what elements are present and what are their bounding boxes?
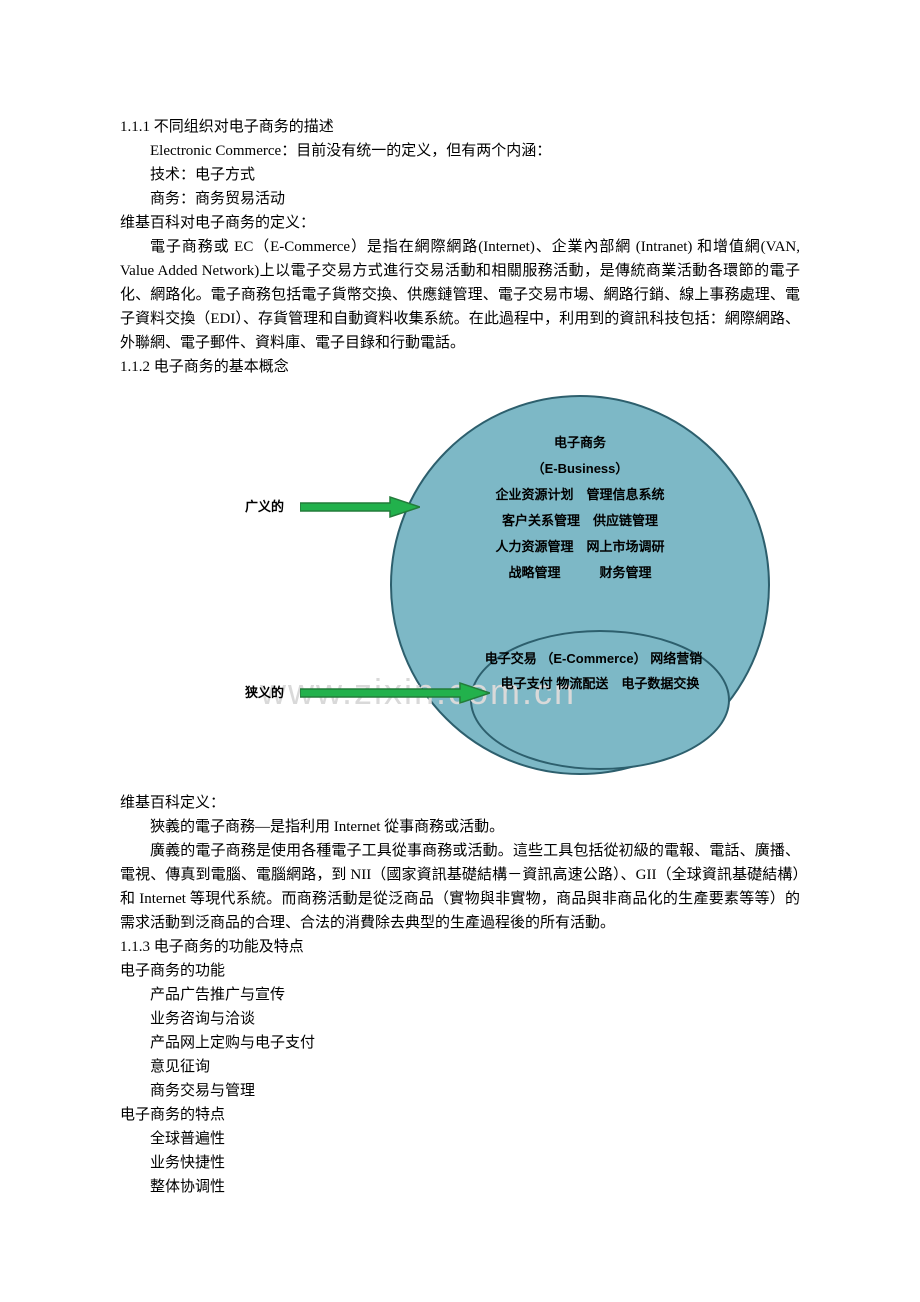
wiki-def-heading: 维基百科对电子商务的定义： bbox=[120, 211, 800, 235]
feature-item-1: 业务快捷性 bbox=[120, 1151, 800, 1175]
inner-title: 电子交易 bbox=[485, 651, 537, 666]
section-1-1-2-title: 1.1.2 电子商务的基本概念 bbox=[120, 355, 800, 379]
function-item-0: 产品广告推广与宣传 bbox=[120, 983, 800, 1007]
wiki-def2-heading: 维基百科定义： bbox=[120, 791, 800, 815]
outer-subtitle: （E-Business） bbox=[420, 456, 740, 482]
label-broad: 广义的 bbox=[245, 497, 284, 518]
narrow-definition: 狹義的電子商務—是指利用 Internet 從事商務或活動。 bbox=[120, 815, 800, 839]
section-1-1-1-title: 1.1.1 不同组织对电子商务的描述 bbox=[120, 115, 800, 139]
inner-subtitle: （E-Commerce） bbox=[540, 651, 646, 666]
ec-definition-line3: 商务：商务贸易活动 bbox=[120, 187, 800, 211]
arrow-broad-icon bbox=[300, 495, 420, 519]
wiki-def-body: 電子商務或 EC（E-Commerce）是指在網際網路(Internet)、企業… bbox=[120, 235, 800, 355]
function-item-1: 业务咨询与洽谈 bbox=[120, 1007, 800, 1031]
arrow-narrow-icon bbox=[300, 681, 490, 705]
inner-row2: 物流配送 电子数据交换 bbox=[556, 676, 699, 691]
function-item-2: 产品网上定购与电子支付 bbox=[120, 1031, 800, 1055]
feature-item-2: 整体协调性 bbox=[120, 1175, 800, 1199]
outer-circle-text: 电子商务 （E-Business） 企业资源计划 管理信息系统 客户关系管理 供… bbox=[420, 430, 740, 586]
outer-row4: 战略管理 财务管理 bbox=[420, 560, 740, 586]
ec-definition-line1: Electronic Commerce：目前没有统一的定义，但有两个内涵： bbox=[120, 139, 800, 163]
inner-ellipse-text: 电子交易 （E-Commerce） 网络营销 电子支付 物流配送 电子数据交换 bbox=[480, 647, 720, 696]
outer-row1: 企业资源计划 管理信息系统 bbox=[420, 482, 740, 508]
outer-title: 电子商务 bbox=[420, 430, 740, 456]
broad-definition: 廣義的電子商務是使用各種電子工具從事商務或活動。這些工具包括從初級的電報、電話、… bbox=[120, 839, 800, 935]
section-1-1-3-title: 1.1.3 电子商务的功能及特点 bbox=[120, 935, 800, 959]
functions-heading: 电子商务的功能 bbox=[120, 959, 800, 983]
function-item-3: 意见征询 bbox=[120, 1055, 800, 1079]
ebusiness-ecommerce-diagram: www.zixin.com.cn 电子商务 （E-Business） 企业资源计… bbox=[120, 385, 800, 785]
function-item-4: 商务交易与管理 bbox=[120, 1079, 800, 1103]
label-narrow: 狭义的 bbox=[245, 683, 284, 704]
features-heading: 电子商务的特点 bbox=[120, 1103, 800, 1127]
document-page: 1.1.1 不同组织对电子商务的描述 Electronic Commerce：目… bbox=[0, 0, 920, 1259]
outer-row2: 客户关系管理 供应链管理 bbox=[420, 508, 740, 534]
feature-item-0: 全球普遍性 bbox=[120, 1127, 800, 1151]
outer-row3: 人力资源管理 网上市场调研 bbox=[420, 534, 740, 560]
ec-definition-line2: 技术：电子方式 bbox=[120, 163, 800, 187]
